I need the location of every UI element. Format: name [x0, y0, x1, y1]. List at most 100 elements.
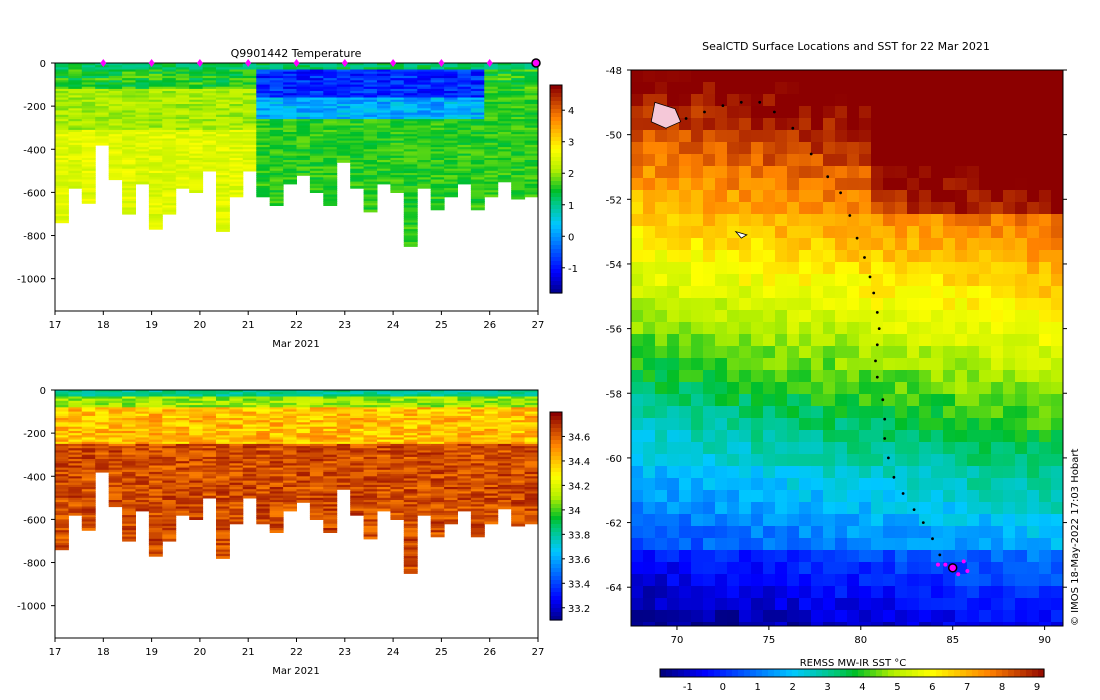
colorbar-segment	[550, 420, 562, 425]
y-tick-label: -1000	[17, 275, 46, 286]
section-cell	[484, 195, 498, 198]
sst-cell	[1051, 82, 1064, 95]
sst-cell	[775, 154, 788, 167]
section-cell	[68, 513, 82, 516]
section-cell	[229, 195, 243, 198]
section-cell	[95, 470, 109, 473]
sst-cell	[643, 142, 656, 155]
section-cell	[323, 203, 337, 206]
sst-cell	[691, 130, 704, 143]
section-cell	[162, 539, 176, 542]
section-cell	[136, 182, 150, 185]
sst-cell	[1003, 130, 1016, 143]
colorbar-segment	[550, 604, 562, 609]
colorbar-tick-label: -1	[568, 264, 578, 275]
sst-cell	[751, 166, 764, 179]
colorbar-tick-label: 34	[568, 506, 581, 517]
sst-cell	[979, 118, 992, 131]
colorbar-segment	[550, 536, 562, 541]
colorbar-segment	[550, 468, 562, 473]
sst-cell	[859, 142, 872, 155]
colorbar-segment	[550, 596, 562, 601]
section-cell	[256, 522, 270, 525]
section-cell	[498, 507, 512, 510]
sst-cell	[667, 82, 680, 95]
sst-cell	[919, 118, 932, 131]
sst-cell	[895, 178, 908, 191]
sst-cell	[919, 70, 932, 83]
sst-cell	[739, 178, 752, 191]
sst-cell	[715, 178, 728, 191]
sst-cell	[955, 82, 968, 95]
colorbar-segment	[550, 273, 562, 278]
sst-cell	[943, 166, 956, 179]
sst-cell	[835, 94, 848, 107]
sst-cell	[1039, 154, 1052, 167]
sst-cell	[991, 166, 1004, 179]
sst-cell	[1051, 118, 1064, 131]
sst-cell	[1051, 142, 1064, 155]
section-cell	[525, 522, 539, 525]
sst-cell	[775, 178, 788, 191]
sst-cell	[895, 130, 908, 143]
sst-cell	[787, 166, 800, 179]
sst-cell	[895, 94, 908, 107]
sst-cell	[919, 106, 932, 119]
sst-cell	[823, 166, 836, 179]
sst-cell	[967, 70, 980, 83]
colorbar-segment	[550, 117, 562, 122]
section-cell	[256, 195, 270, 198]
sst-cell	[871, 142, 884, 155]
y-tick-label: 0	[40, 386, 46, 397]
sst-cell	[667, 70, 680, 83]
section-cell	[377, 509, 391, 512]
section-cell	[498, 180, 512, 183]
x-tick-label: 24	[387, 647, 400, 658]
section-cell	[283, 182, 297, 185]
colorbar-segment	[550, 448, 562, 453]
sst-cell	[847, 70, 860, 83]
section-cell	[270, 530, 284, 533]
x-tick-label: 26	[483, 647, 496, 658]
sst-cell	[1051, 106, 1064, 119]
y-tick-label: -800	[23, 232, 46, 243]
colorbar-segment	[550, 285, 562, 290]
sst-cell	[1051, 154, 1064, 167]
sst-cell	[643, 94, 656, 107]
sst-cell	[991, 154, 1004, 167]
sst-cell	[979, 166, 992, 179]
sst-cell	[799, 154, 812, 167]
x-tick-label: 21	[242, 320, 255, 331]
sst-cell	[775, 94, 788, 107]
sst-cell	[799, 178, 812, 191]
sst-cell	[727, 82, 740, 95]
sst-cell	[955, 106, 968, 119]
colorbar-tick-label: 33.2	[568, 604, 590, 615]
colorbar-segment	[550, 125, 562, 130]
sst-cell	[763, 154, 776, 167]
sst-cell	[751, 178, 764, 191]
sst-cell	[883, 106, 896, 119]
colorbar-segment	[550, 89, 562, 94]
colorbar-segment	[550, 281, 562, 286]
sst-cell	[847, 82, 860, 95]
colorbar-segment	[550, 213, 562, 218]
sst-cell	[763, 178, 776, 191]
sst-cell	[667, 178, 680, 191]
sst-cell	[943, 118, 956, 131]
x-tick-label: 26	[483, 320, 496, 331]
sst-cell	[1027, 142, 1040, 155]
section-cell	[283, 509, 297, 512]
sst-cell	[931, 94, 944, 107]
sst-cell	[883, 142, 896, 155]
sst-cell	[919, 154, 932, 167]
section-cell	[270, 203, 284, 206]
sst-cell	[691, 142, 704, 155]
sst-cell	[679, 94, 692, 107]
sst-cell	[715, 94, 728, 107]
sst-cell	[703, 82, 716, 95]
sst-cell	[823, 178, 836, 191]
colorbar-segment	[550, 460, 562, 465]
colorbar-segment	[550, 157, 562, 162]
